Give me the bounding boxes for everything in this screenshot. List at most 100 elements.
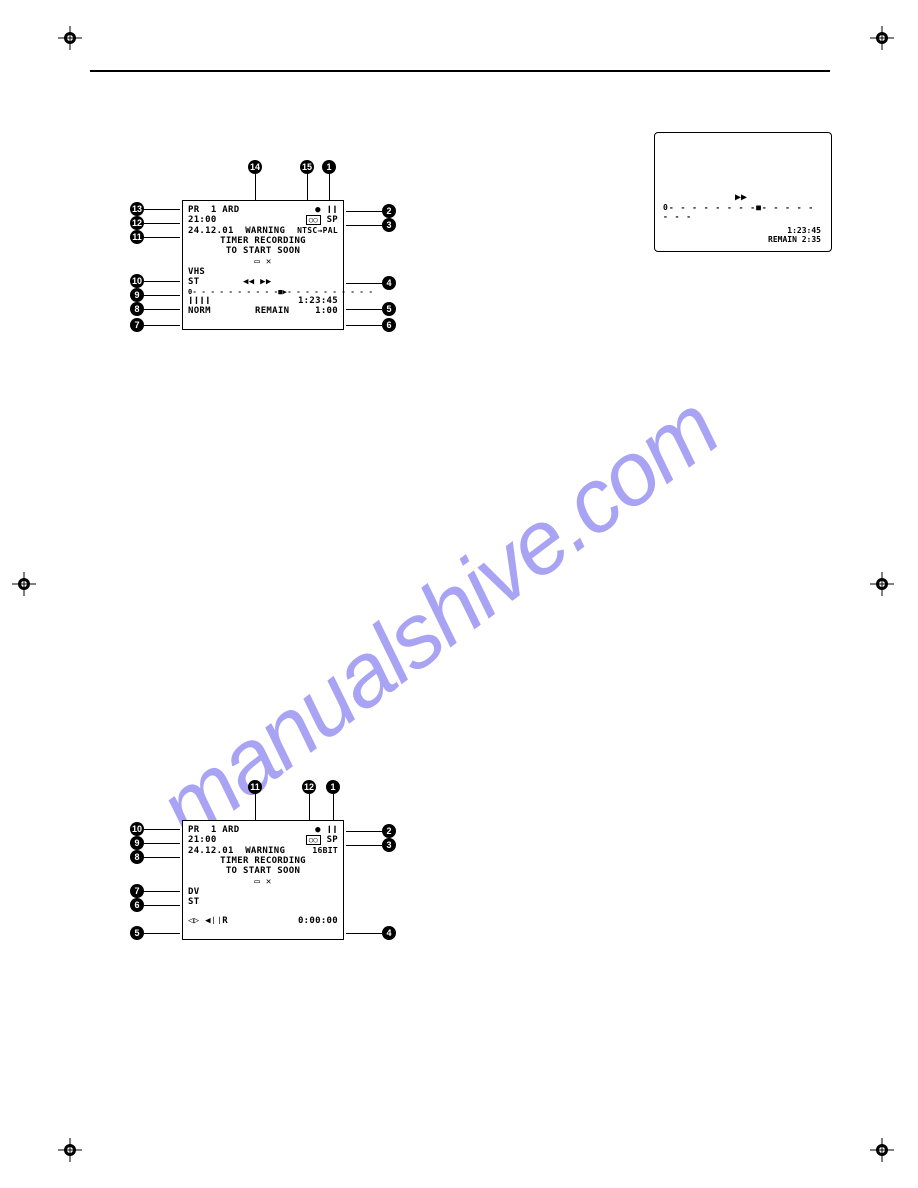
lead-line — [309, 794, 310, 820]
callout-7: 7 — [130, 884, 144, 898]
callout-label: 1 — [330, 783, 335, 792]
lead-line — [144, 891, 180, 892]
pause-icon: ❙❙ — [327, 825, 338, 835]
pause-icon: ❙❙ — [327, 205, 338, 215]
cassette-icon: ◯◯ — [306, 215, 321, 225]
diagram-vhs-osd: 14 15 1 PR 1 ARD● ❙❙ 21:00◯◯ SP 24.12.01… — [130, 160, 410, 360]
callout-5: 5 — [382, 302, 396, 316]
osd-line: PR 1 ARD● ❙❙ — [188, 205, 338, 215]
reg-mark-mid-right — [870, 572, 894, 596]
lead-line — [346, 225, 382, 226]
callout-label: 3 — [386, 841, 391, 850]
osd-line: ST — [188, 897, 338, 907]
top-rule — [90, 70, 830, 72]
callout-label: 10 — [132, 825, 142, 834]
osd-line: VHS — [188, 267, 338, 277]
callout-8: 8 — [130, 302, 144, 316]
callout-label: 4 — [386, 929, 391, 938]
osd-line: TO START SOON — [188, 866, 338, 876]
osd-line: 21:00◯◯ SP — [188, 215, 338, 225]
osd-text: - - - - - - - -■- - - - - - - - — [663, 203, 814, 221]
osd-text: 0:00:00 — [298, 916, 338, 926]
callout-15: 15 — [300, 160, 314, 174]
osd-text: 24.12.01 — [188, 226, 234, 236]
callout-11: 11 — [248, 780, 262, 794]
callout-label: 8 — [134, 853, 139, 862]
callout-label: 11 — [132, 233, 142, 242]
osd-icons: ▭ ✕ — [254, 257, 271, 267]
osd-text: TO START SOON — [226, 246, 300, 256]
callout-label: 8 — [134, 305, 139, 314]
callout-6: 6 — [382, 318, 396, 332]
osd-text: TO START SOON — [226, 866, 300, 876]
callout-label: 6 — [134, 901, 139, 910]
callout-label: 7 — [134, 887, 139, 896]
osd-text: TIMER RECORDING — [220, 856, 306, 866]
callout-label: 7 — [134, 321, 139, 330]
osd-text: ▶▶ — [735, 192, 747, 203]
osd-text: 1:00 — [315, 306, 338, 316]
callout-label: 3 — [386, 221, 391, 230]
small-osd-preview: ▶▶ 0- - - - - - - -■- - - - - - - - 1:23… — [654, 132, 832, 252]
cassette-icon: ◯◯ — [306, 835, 321, 845]
callout-13: 13 — [130, 202, 144, 216]
osd-line: 21:00 ◯◯ SP — [188, 835, 338, 845]
osd-line: ❙❙❙❙1:23:45 — [188, 296, 338, 306]
osd-progress-bar: - - - - - - - - - -■▶- - - - - - - - - - — [193, 288, 374, 296]
lead-line — [307, 174, 308, 200]
lead-line — [255, 794, 256, 820]
callout-4: 4 — [382, 276, 396, 290]
lead-line — [346, 845, 382, 846]
osd-text: ❙❙❙❙ — [188, 296, 211, 306]
osd-line: ▭ ✕ — [188, 257, 338, 267]
osd-text: PR 1 ARD — [188, 205, 239, 215]
osd-line: NORMREMAIN1:00 — [188, 306, 338, 316]
diagram-dv-osd: 11 12 1 PR 1 ARD● ❙❙ 21:00◯◯ SP 24.12.01… — [130, 780, 410, 980]
callout-12: 12 — [302, 780, 316, 794]
callout-label: 2 — [386, 207, 391, 216]
lead-line — [255, 174, 256, 200]
lead-line — [144, 905, 180, 906]
callout-2: 2 — [382, 824, 396, 838]
callout-6: 6 — [130, 898, 144, 912]
callout-3: 3 — [382, 218, 396, 232]
osd-line — [188, 908, 338, 916]
lead-line — [144, 933, 180, 934]
osd-line: 24.12.01 WARNINGNTSC→PAL — [188, 226, 338, 236]
callout-1: 1 — [326, 780, 340, 794]
callout-9: 9 — [130, 288, 144, 302]
osd-time-remain: 1:23:45 REMAIN 2:35 — [768, 226, 821, 245]
osd-line: TIMER RECORDING — [188, 236, 338, 246]
osd-text: SP — [327, 215, 338, 225]
callout-10: 10 — [130, 822, 144, 836]
osd-text: VHS — [188, 267, 205, 277]
osd-text: ST — [188, 897, 199, 907]
osd-progress-bar: 0- - - - - - - -■- - - - - - - - — [663, 203, 823, 221]
callout-label: 14 — [250, 163, 260, 172]
callout-label: 10 — [132, 277, 142, 286]
osd-text: ◀◀ ▶▶ — [243, 277, 272, 287]
callout-11: 11 — [130, 230, 144, 244]
osd-line: ▭ ✕ — [188, 877, 338, 887]
osd-text: NORM — [188, 306, 211, 316]
callout-label: 11 — [250, 783, 260, 792]
osd-line: TO START SOON — [188, 246, 338, 256]
osd-text: 21:00 — [188, 835, 217, 845]
callout-2: 2 — [382, 204, 396, 218]
lead-line — [333, 794, 334, 820]
callout-label: 12 — [304, 783, 314, 792]
callout-label: 13 — [132, 205, 142, 214]
reg-mark-bottom-left — [58, 1138, 82, 1162]
ff-icon: ▶▶ — [735, 192, 747, 203]
osd-icons: ▭ ✕ — [254, 877, 271, 887]
osd-text: 1:23:45 — [768, 226, 821, 236]
osd-line: DV — [188, 887, 338, 897]
reg-mark-mid-left — [12, 572, 36, 596]
callout-label: 5 — [134, 929, 139, 938]
lead-line — [346, 831, 382, 832]
callout-label: 2 — [386, 827, 391, 836]
callout-9: 9 — [130, 836, 144, 850]
osd-text: ST — [188, 277, 199, 287]
osd-text: SP — [327, 835, 338, 845]
lead-line — [346, 309, 382, 310]
